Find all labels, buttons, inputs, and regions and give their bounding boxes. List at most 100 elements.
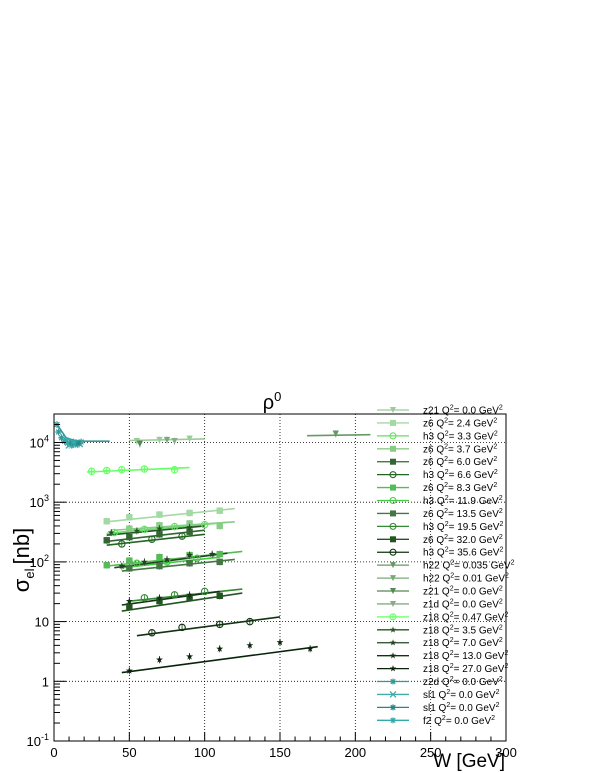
legend-entry: h3 Q2= 11.9 GeV2 — [423, 495, 503, 507]
x-tick-label: 100 — [194, 745, 216, 760]
data-point — [140, 558, 148, 565]
legend-entry: sl1 Q2= 0.0 GeV2 — [423, 702, 500, 714]
legend-entry: h3 Q2= 6.6 GeV2 — [423, 469, 498, 481]
data-point — [170, 522, 179, 531]
data-point — [193, 554, 201, 563]
data-point — [216, 645, 224, 652]
y-tick-label: 104 — [30, 433, 49, 450]
fit-line — [121, 558, 235, 572]
data-point — [102, 466, 111, 475]
data-point — [140, 465, 149, 473]
data-point — [216, 522, 223, 530]
data-point — [390, 717, 396, 724]
data-point — [148, 535, 156, 543]
data-point — [156, 562, 163, 570]
data-point — [389, 639, 397, 646]
legend-entry: z6 Q2= 8.3 GeV2 — [423, 482, 497, 494]
data-point — [390, 458, 396, 465]
x-tick-label: 200 — [344, 745, 366, 760]
data-point — [170, 591, 179, 599]
data-point — [389, 471, 397, 479]
x-tick-label: 300 — [495, 745, 517, 760]
data-point — [186, 528, 193, 535]
data-point — [156, 594, 163, 601]
data-point — [215, 620, 224, 629]
data-point — [216, 558, 223, 566]
data-point — [118, 562, 126, 570]
fit-line — [121, 590, 220, 606]
data-point — [156, 656, 163, 663]
x-tick-label: 0 — [50, 745, 57, 760]
x-tick-label: 150 — [269, 745, 291, 760]
data-point — [148, 629, 156, 637]
data-point — [118, 465, 126, 474]
data-point — [389, 522, 397, 530]
data-point — [216, 592, 223, 600]
data-point — [390, 484, 396, 491]
fit-line — [121, 645, 318, 674]
data-point — [126, 603, 133, 610]
data-point — [390, 510, 396, 517]
chart-title: ρ0 — [263, 389, 282, 414]
data-point — [103, 562, 110, 569]
data-point — [126, 565, 133, 572]
legend-entry: sl1 Q2= 0.0 GeV2 — [423, 689, 500, 701]
data-point — [126, 525, 133, 532]
data-point — [390, 575, 396, 582]
data-point — [140, 594, 149, 602]
data-point — [246, 641, 254, 649]
data-point — [200, 587, 209, 596]
data-point — [118, 540, 126, 548]
data-point — [186, 435, 193, 443]
data-point — [186, 560, 193, 567]
data-point — [156, 553, 163, 561]
data-point — [389, 665, 397, 672]
legend-entry: z2d Q2= 0.0 GeV2 — [423, 676, 503, 688]
x-axis-label: W [GeV] — [433, 751, 505, 772]
data-point — [156, 531, 163, 538]
data-point — [186, 591, 194, 598]
data-point — [389, 652, 397, 659]
legend-entry: z6 Q2= 32.0 GeV2 — [423, 534, 503, 546]
data-point — [55, 428, 62, 436]
legend-entry: z6 Q2= 6.0 GeV2 — [423, 456, 497, 468]
data-point — [390, 445, 396, 452]
data-point — [186, 523, 194, 531]
data-point — [133, 559, 141, 567]
data-point — [390, 600, 396, 607]
data-point — [125, 597, 133, 605]
data-point — [390, 678, 396, 685]
data-point — [140, 525, 149, 534]
data-point — [133, 527, 141, 534]
data-point — [126, 514, 133, 521]
fit-line — [307, 433, 371, 437]
x-tick-label: 50 — [122, 745, 136, 760]
data-point — [390, 562, 396, 569]
data-point — [74, 440, 82, 447]
data-point — [200, 520, 209, 529]
data-point — [186, 551, 194, 559]
data-point — [103, 518, 110, 525]
data-point — [186, 652, 194, 660]
fit-curves — [56, 424, 371, 674]
data-point — [136, 440, 144, 448]
data-point — [390, 704, 396, 711]
legend-entry: z6 Q2= 3.7 GeV2 — [423, 443, 497, 455]
data-point — [186, 520, 193, 527]
data-point — [246, 617, 254, 626]
data-point — [389, 548, 397, 556]
y-tick-label: 1 — [42, 674, 49, 689]
fit-line — [106, 533, 205, 546]
data-point — [389, 626, 397, 633]
data-point — [126, 557, 133, 564]
fit-line — [136, 616, 281, 637]
data-point — [125, 667, 133, 674]
fit-line — [129, 588, 243, 602]
y-tick-label: 10 — [35, 615, 49, 630]
data-point — [390, 407, 396, 413]
data-point — [156, 525, 163, 532]
data-point — [163, 555, 171, 563]
data-point — [87, 467, 96, 475]
data-point — [170, 465, 179, 474]
data-points — [53, 421, 339, 675]
